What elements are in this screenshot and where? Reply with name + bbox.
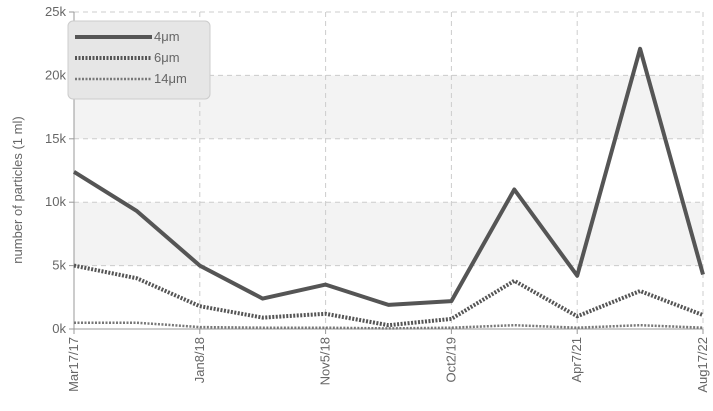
legend-label: 6μm [154, 50, 180, 65]
y-tick-label: 25k [45, 4, 66, 19]
x-tick-label: Aug17/22 [695, 337, 710, 393]
plot-band [74, 202, 703, 266]
y-tick-label: 15k [45, 131, 66, 146]
series-lines [72, 46, 705, 330]
x-tick-label: Mar17/17 [66, 337, 81, 392]
legend-label: 4μm [154, 29, 180, 44]
series-line-6m [73, 263, 704, 328]
x-tick-label: Apr7/21 [569, 337, 584, 383]
x-tick-labels: Mar17/17 Jan8/18 Nov5/18 Oct2/19 Apr7/21 Aug1… [66, 329, 710, 393]
series-line-4m [72, 46, 705, 307]
y-tick-label: 20k [45, 67, 66, 82]
x-tick-label: Nov5/18 [318, 337, 333, 385]
legend-label: 14μm [154, 71, 187, 86]
y-axis-label: number of particles (1 ml) [10, 116, 25, 263]
y-tick-label: 10k [45, 194, 66, 209]
legend: 4μm 6μm 14μm [67, 20, 211, 100]
x-tick-label: Oct2/19 [443, 337, 458, 383]
y-tick-label: 0k [52, 321, 66, 336]
y-tick-label: 5k [52, 258, 66, 273]
x-tick-label: Jan8/18 [192, 337, 207, 383]
